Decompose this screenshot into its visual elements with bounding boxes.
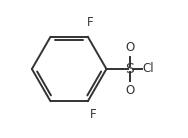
Text: O: O xyxy=(125,84,134,97)
Text: F: F xyxy=(87,16,94,29)
Text: Cl: Cl xyxy=(142,63,154,75)
Text: O: O xyxy=(125,41,134,54)
Text: S: S xyxy=(126,62,134,76)
Text: F: F xyxy=(90,108,97,121)
